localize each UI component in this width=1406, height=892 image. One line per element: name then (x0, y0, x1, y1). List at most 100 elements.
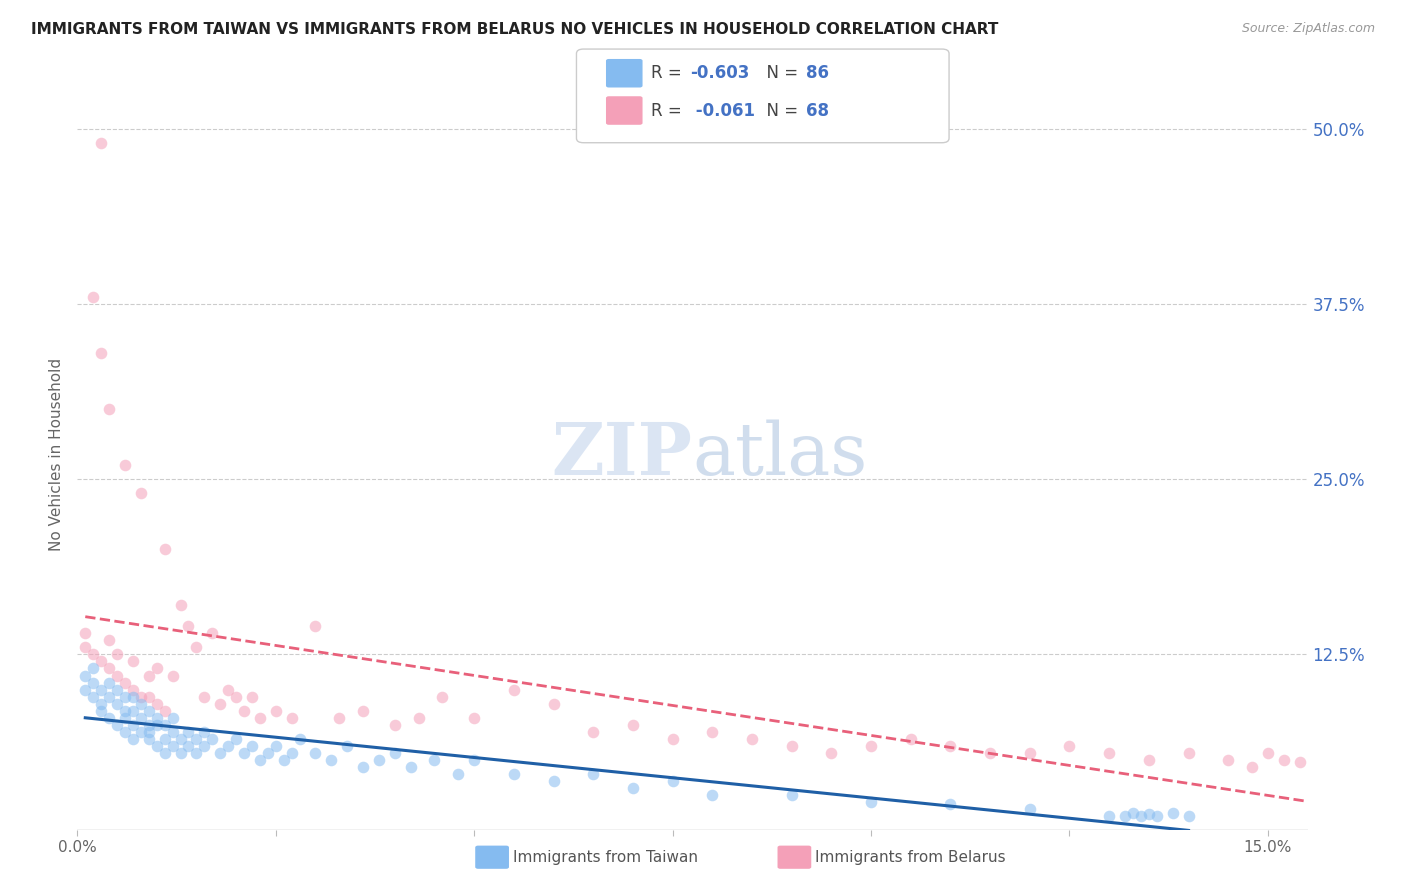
Point (177, 619, 200, 633)
Point (582, 724, 605, 739)
Point (114, 704, 136, 718)
Point (98, 710, 121, 724)
Point (105, 682, 128, 697)
Text: Immigrants from Belarus: Immigrants from Belarus (815, 850, 1007, 864)
Point (169, 599, 191, 613)
Point (122, 682, 145, 697)
Point (82, 675, 104, 690)
Point (82, 690, 104, 704)
Text: -0.061: -0.061 (690, 102, 755, 120)
Point (1272, 752, 1295, 766)
Point (209, 697, 232, 711)
Point (502, 682, 524, 697)
Point (860, 739, 883, 753)
Point (543, 773, 565, 788)
Point (98, 633, 121, 648)
Text: ZIP: ZIP (551, 419, 693, 491)
Text: N =: N = (756, 64, 804, 82)
Point (661, 731, 683, 746)
Point (138, 731, 160, 746)
Point (90, 136, 112, 151)
Point (98, 402, 121, 417)
Point (1240, 759, 1263, 773)
Point (209, 746, 232, 760)
Point (336, 739, 359, 753)
Point (217, 682, 239, 697)
Point (90, 682, 112, 697)
Point (304, 746, 326, 760)
Point (162, 724, 184, 739)
Point (543, 697, 565, 711)
Point (304, 619, 326, 633)
Point (979, 746, 1001, 760)
Point (582, 766, 605, 780)
Point (702, 724, 724, 739)
Point (939, 739, 962, 753)
Point (114, 675, 136, 690)
Point (193, 724, 215, 739)
Point (352, 704, 374, 718)
Text: 86: 86 (806, 64, 828, 82)
Point (186, 731, 208, 746)
Point (153, 717, 176, 731)
Point (240, 690, 263, 704)
Point (1114, 808, 1136, 822)
Point (114, 724, 136, 739)
Point (1018, 801, 1040, 815)
Point (249, 752, 271, 766)
Point (1018, 746, 1040, 760)
Point (138, 717, 160, 731)
Point (661, 773, 683, 788)
Point (249, 710, 271, 724)
Point (105, 717, 128, 731)
Point (352, 759, 374, 773)
Point (153, 746, 176, 760)
Point (138, 704, 160, 718)
Text: N =: N = (756, 102, 804, 120)
Point (1177, 808, 1199, 822)
Point (1257, 746, 1279, 760)
Point (233, 746, 256, 760)
Point (122, 731, 145, 746)
Point (105, 697, 128, 711)
Point (169, 731, 191, 746)
Point (75, 668, 97, 682)
Point (240, 739, 263, 753)
Point (145, 739, 167, 753)
Point (1122, 805, 1144, 820)
Point (432, 690, 454, 704)
Point (186, 746, 208, 760)
Point (186, 640, 208, 655)
Point (225, 731, 247, 746)
Point (280, 710, 302, 724)
Point (288, 731, 311, 746)
Point (225, 690, 247, 704)
Point (82, 661, 104, 675)
Point (122, 690, 145, 704)
Point (122, 717, 145, 731)
Point (82, 648, 104, 662)
Point (153, 704, 176, 718)
Point (153, 731, 176, 746)
Point (1059, 739, 1081, 753)
Text: R =: R = (651, 102, 688, 120)
Text: -0.603: -0.603 (690, 64, 749, 82)
Point (129, 724, 152, 739)
Point (145, 717, 167, 731)
Point (75, 626, 97, 640)
Point (153, 542, 176, 557)
Point (1161, 805, 1184, 820)
Point (328, 710, 350, 724)
Point (138, 668, 160, 682)
Point (399, 759, 422, 773)
Point (114, 690, 136, 704)
Point (1137, 807, 1160, 822)
Point (1288, 756, 1310, 770)
Point (75, 640, 97, 655)
Point (1177, 746, 1199, 760)
Point (75, 682, 97, 697)
Point (1218, 752, 1240, 766)
Point (217, 739, 239, 753)
Point (145, 710, 167, 724)
Point (98, 675, 121, 690)
